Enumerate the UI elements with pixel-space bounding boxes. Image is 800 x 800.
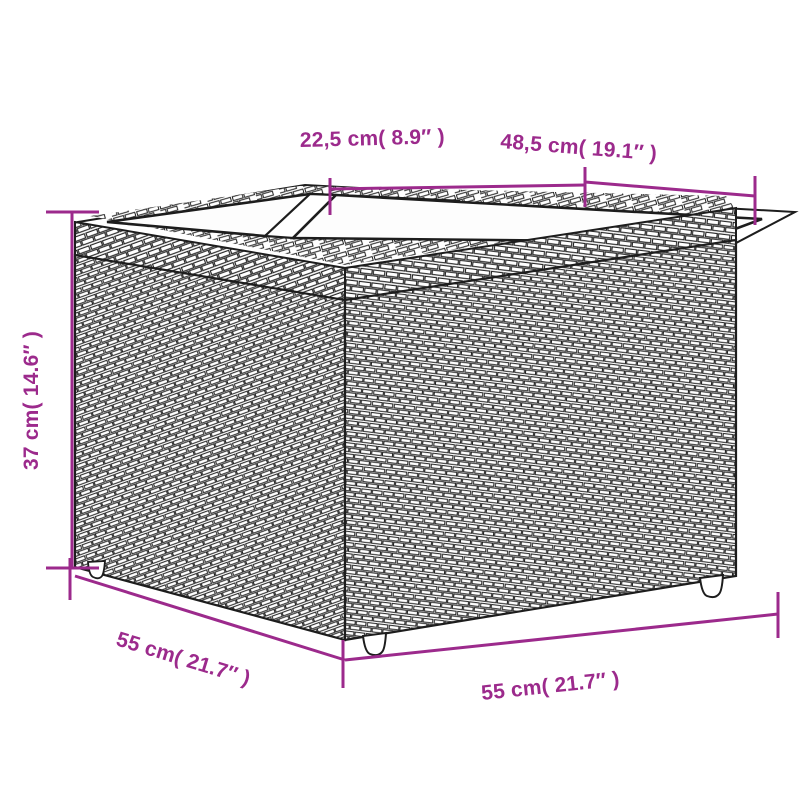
table-left-face bbox=[73, 253, 347, 642]
dimension-label-top-left: 22,5 cm( 8.9″ ) bbox=[300, 125, 446, 152]
dimension-annotations bbox=[46, 167, 780, 688]
dimension-label-top-right: 48,5 cm( 19.1″ ) bbox=[500, 130, 658, 165]
dimension-width bbox=[344, 592, 780, 662]
table-illustration bbox=[73, 183, 799, 657]
dimension-height bbox=[46, 210, 99, 570]
table-feet bbox=[87, 560, 725, 657]
dimension-label-width: 55 cm( 21.7″ ) bbox=[480, 668, 621, 705]
foot-front-right bbox=[698, 573, 725, 599]
dimension-depth bbox=[68, 558, 346, 688]
foot-back-left bbox=[87, 560, 106, 580]
table-front-face bbox=[343, 238, 738, 642]
dimension-label-depth: 55 cm( 21.7″ ) bbox=[114, 628, 254, 691]
dimension-label-height: 37 cm( 14.6″ ) bbox=[20, 331, 43, 470]
dimension-top-left-segment bbox=[328, 167, 587, 215]
foot-front-left bbox=[361, 631, 388, 657]
dimension-top-right-segment bbox=[584, 176, 757, 225]
